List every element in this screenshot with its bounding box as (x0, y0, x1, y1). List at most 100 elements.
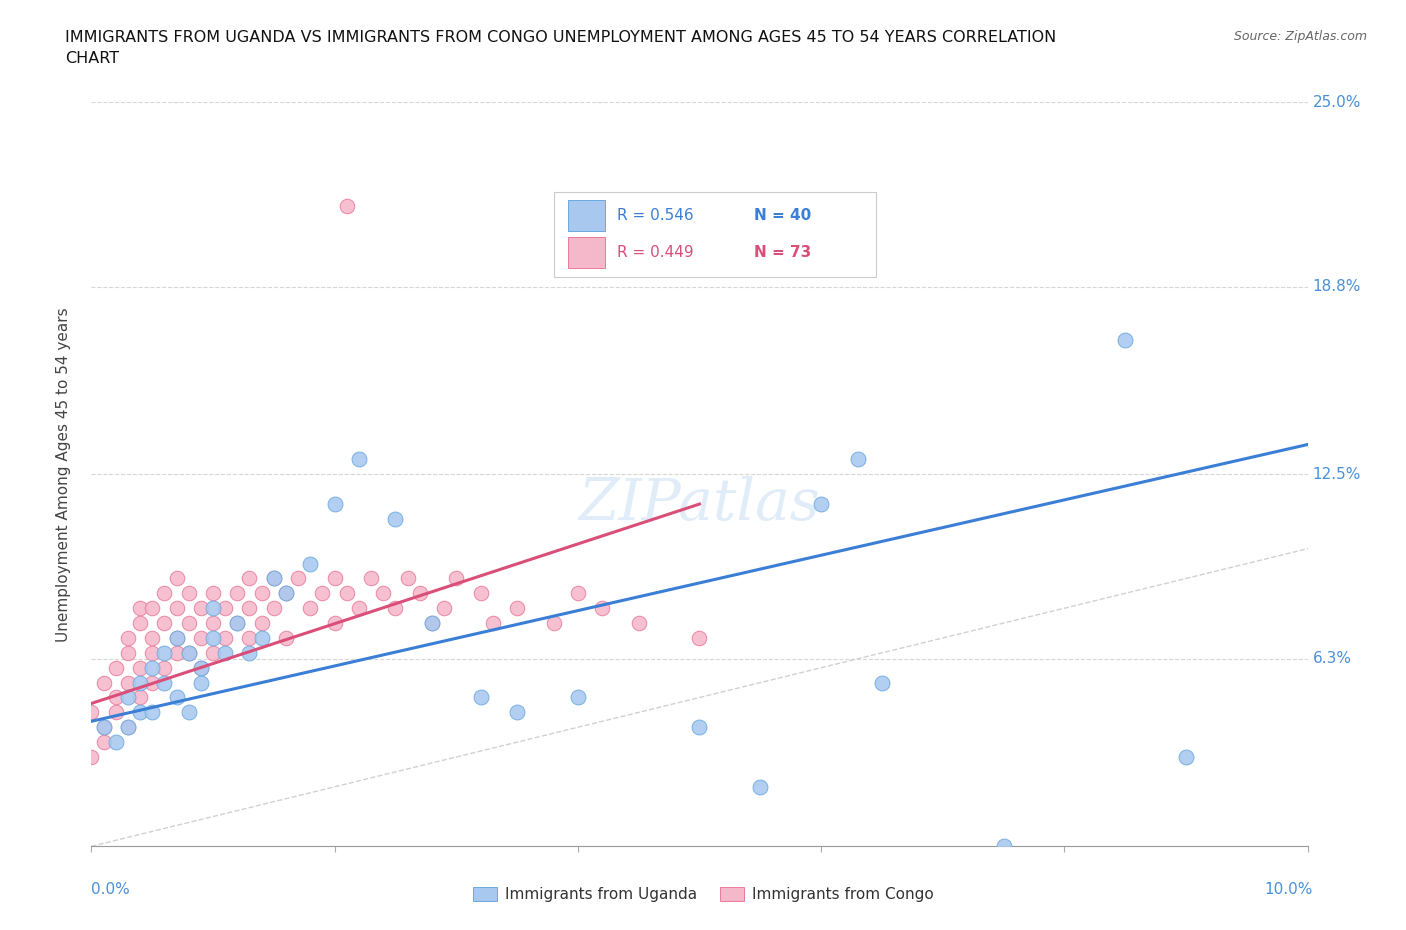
Point (433, 601, 456, 616)
Text: CHART: CHART (65, 51, 118, 66)
Point (117, 720, 139, 735)
Point (129, 660, 152, 675)
Point (202, 645, 225, 660)
Point (93, 720, 115, 735)
Point (166, 645, 188, 660)
Point (177, 705, 200, 720)
Point (104, 735, 127, 750)
FancyBboxPatch shape (568, 237, 605, 268)
Point (810, 497, 832, 512)
Point (543, 616, 565, 631)
Point (567, 690, 589, 705)
Legend: Immigrants from Uganda, Immigrants from Congo: Immigrants from Uganda, Immigrants from … (467, 881, 939, 909)
Point (360, 571, 382, 586)
Text: R = 0.449: R = 0.449 (617, 246, 693, 260)
Point (166, 690, 188, 705)
Point (1114, 333, 1136, 348)
Point (141, 660, 163, 675)
Point (238, 645, 260, 660)
Point (299, 556, 322, 571)
Point (141, 675, 163, 690)
Point (214, 645, 236, 660)
Point (506, 601, 529, 616)
Point (323, 616, 346, 631)
Point (153, 616, 176, 631)
Point (287, 571, 309, 586)
Point (336, 199, 359, 214)
Point (153, 586, 176, 601)
Point (323, 571, 346, 586)
Point (141, 705, 163, 720)
Point (117, 690, 139, 705)
FancyBboxPatch shape (554, 192, 876, 277)
Point (409, 586, 432, 601)
Point (104, 660, 127, 675)
FancyBboxPatch shape (568, 200, 605, 231)
Point (384, 512, 406, 526)
Point (347, 452, 370, 467)
Point (274, 631, 297, 645)
Point (250, 631, 273, 645)
Point (177, 616, 200, 631)
Point (226, 616, 249, 631)
Point (373, 586, 395, 601)
Point (311, 586, 333, 601)
Point (166, 601, 188, 616)
Point (481, 616, 503, 631)
Point (384, 601, 406, 616)
Text: 6.3%: 6.3% (1312, 651, 1351, 666)
Point (250, 586, 273, 601)
Point (250, 616, 273, 631)
Point (444, 571, 467, 586)
Point (470, 690, 492, 705)
Point (993, 839, 1015, 854)
Point (117, 675, 139, 690)
Point (202, 631, 225, 645)
Point (238, 571, 260, 586)
Point (190, 675, 212, 690)
Text: 12.5%: 12.5% (1312, 467, 1361, 482)
Point (190, 660, 212, 675)
Point (93, 720, 115, 735)
Point (177, 645, 200, 660)
Y-axis label: Unemployment Among Ages 45 to 54 years: Unemployment Among Ages 45 to 54 years (56, 307, 70, 642)
Point (80, 705, 103, 720)
Point (688, 631, 710, 645)
Point (336, 586, 359, 601)
Point (141, 645, 163, 660)
Point (153, 660, 176, 675)
Text: IMMIGRANTS FROM UGANDA VS IMMIGRANTS FROM CONGO UNEMPLOYMENT AMONG AGES 45 TO 54: IMMIGRANTS FROM UGANDA VS IMMIGRANTS FRO… (65, 30, 1056, 45)
Point (117, 720, 139, 735)
Point (104, 705, 127, 720)
Point (104, 690, 127, 705)
Point (202, 601, 225, 616)
Point (846, 452, 869, 467)
Point (567, 586, 589, 601)
Text: N = 73: N = 73 (754, 246, 811, 260)
Point (190, 631, 212, 645)
Point (1174, 750, 1197, 764)
Point (129, 675, 152, 690)
Text: Source: ZipAtlas.com: Source: ZipAtlas.com (1233, 30, 1367, 43)
Point (749, 779, 772, 794)
Point (177, 586, 200, 601)
Text: 10.0%: 10.0% (1264, 882, 1312, 897)
Text: 0.0%: 0.0% (91, 882, 131, 897)
Point (591, 601, 613, 616)
Point (263, 571, 285, 586)
Point (166, 631, 188, 645)
Point (627, 616, 650, 631)
Point (117, 645, 139, 660)
Point (166, 571, 188, 586)
Point (214, 601, 236, 616)
Point (263, 571, 285, 586)
Point (129, 601, 152, 616)
Point (226, 586, 249, 601)
Point (470, 586, 492, 601)
Point (93, 675, 115, 690)
Point (347, 601, 370, 616)
Point (190, 660, 212, 675)
Text: 18.8%: 18.8% (1312, 279, 1361, 294)
Point (202, 586, 225, 601)
Point (153, 675, 176, 690)
